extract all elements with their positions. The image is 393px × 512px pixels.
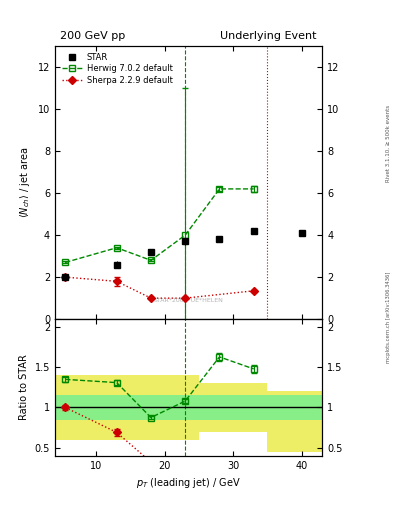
Bar bbox=[55, 375, 199, 440]
Legend: STAR, Herwig 7.0.2 default, Sherpa 2.2.9 default: STAR, Herwig 7.0.2 default, Sherpa 2.2.9… bbox=[59, 50, 175, 87]
Bar bbox=[55, 395, 199, 419]
X-axis label: $p_T$ (leading jet) / GeV: $p_T$ (leading jet) / GeV bbox=[136, 476, 241, 490]
Text: STAR*2005*UE*HELEN: STAR*2005*UE*HELEN bbox=[154, 298, 224, 303]
Bar bbox=[268, 395, 322, 419]
Bar bbox=[199, 395, 268, 419]
Y-axis label: Ratio to STAR: Ratio to STAR bbox=[19, 354, 29, 420]
Y-axis label: $\langle N_{ch} \rangle$ / jet area: $\langle N_{ch} \rangle$ / jet area bbox=[18, 147, 32, 219]
Text: 200 GeV pp: 200 GeV pp bbox=[61, 31, 126, 40]
Bar bbox=[199, 383, 268, 432]
Text: Underlying Event: Underlying Event bbox=[220, 31, 317, 40]
Bar bbox=[268, 392, 322, 452]
Text: mcplots.cern.ch [arXiv:1306.3436]: mcplots.cern.ch [arXiv:1306.3436] bbox=[386, 272, 391, 363]
Text: Rivet 3.1.10, ≥ 500k events: Rivet 3.1.10, ≥ 500k events bbox=[386, 105, 391, 182]
